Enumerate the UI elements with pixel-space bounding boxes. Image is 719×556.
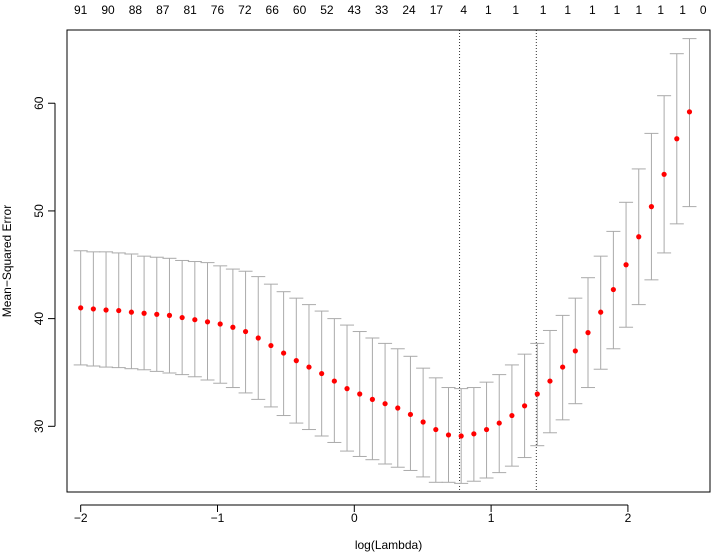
top-count-label: 76 (211, 3, 225, 17)
data-point (509, 412, 515, 419)
data-point (560, 364, 566, 370)
top-count-label: 81 (183, 3, 197, 17)
top-count-label: 1 (512, 3, 519, 17)
top-count-label: 0 (700, 3, 707, 17)
data-point (458, 433, 464, 439)
data-point (166, 312, 173, 318)
y-tick-label: 60 (32, 96, 46, 110)
top-count-label: 88 (129, 3, 143, 17)
data-point (268, 342, 274, 349)
top-count-label: 60 (293, 3, 307, 17)
top-count-label: 66 (266, 3, 280, 17)
data-point (395, 405, 401, 411)
data-point (128, 309, 135, 315)
top-count-label: 4 (460, 3, 467, 17)
data-point (154, 311, 160, 317)
data-point (547, 378, 553, 384)
top-count-label: 43 (348, 3, 362, 17)
data-point (103, 307, 109, 313)
data-point (521, 403, 528, 409)
x-tick-label: −1 (211, 511, 225, 525)
data-point (610, 286, 616, 293)
top-count-label: 1 (540, 3, 547, 17)
data-point (407, 411, 414, 418)
data-point (674, 136, 680, 142)
data-point (636, 234, 642, 240)
top-count-label: 1 (679, 3, 686, 17)
top-count-label: 1 (564, 3, 571, 17)
data-point (382, 401, 388, 407)
data-point (471, 431, 477, 437)
data-point (192, 317, 198, 323)
top-count-label: 1 (636, 3, 643, 17)
data-point (319, 370, 325, 377)
top-count-label: 1 (485, 3, 492, 17)
x-tick-label: −2 (74, 511, 88, 525)
data-point (344, 386, 350, 392)
data-point (281, 350, 287, 356)
top-count-label: 17 (430, 3, 444, 17)
data-point (357, 391, 363, 397)
data-point (598, 309, 604, 315)
x-tick-label: 0 (351, 511, 358, 525)
data-point (661, 171, 667, 177)
y-tick-label: 30 (32, 419, 46, 433)
top-count-label: 33 (375, 3, 389, 17)
data-point (217, 321, 223, 327)
data-point (433, 426, 439, 433)
top-count-label: 72 (238, 3, 252, 17)
data-point (369, 396, 375, 402)
data-point (255, 335, 261, 341)
data-point (141, 310, 147, 316)
top-count-label: 52 (320, 3, 334, 17)
top-count-label: 1 (657, 3, 664, 17)
data-point (179, 314, 185, 321)
y-tick-label: 40 (32, 312, 46, 326)
data-point (90, 306, 96, 312)
x-tick-label: 2 (625, 511, 632, 525)
y-axis-title: Mean−Squared Error (0, 205, 14, 317)
data-point (242, 328, 249, 335)
data-point (331, 378, 337, 384)
data-point (483, 426, 490, 433)
top-count-label: 24 (402, 3, 416, 17)
plot-frame (66, 29, 711, 493)
data-point (648, 204, 655, 210)
x-axis-title: log(Lambda) (355, 538, 422, 552)
data-point (420, 419, 426, 425)
data-point (78, 305, 84, 311)
data-point (230, 324, 236, 330)
data-point (572, 348, 578, 354)
data-point (293, 358, 299, 364)
data-point (116, 307, 122, 314)
top-count-label: 87 (156, 3, 170, 17)
y-tick-label: 50 (32, 204, 46, 218)
data-point (585, 330, 591, 336)
top-count-label: 1 (589, 3, 596, 17)
top-count-label: 91 (74, 3, 88, 17)
x-tick-label: 1 (488, 511, 495, 525)
data-point (686, 109, 693, 115)
data-point (496, 420, 502, 426)
data-point (534, 391, 540, 397)
data-point (623, 262, 629, 268)
data-point (306, 364, 312, 370)
data-point (445, 432, 452, 438)
top-count-label: 90 (101, 3, 115, 17)
data-point (204, 319, 211, 325)
top-count-label: 1 (614, 3, 621, 17)
